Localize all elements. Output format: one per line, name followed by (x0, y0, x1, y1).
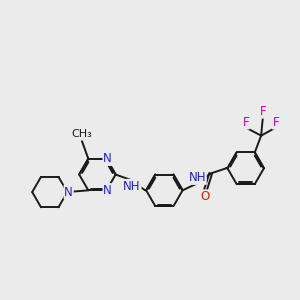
Text: NH: NH (189, 171, 206, 184)
Text: F: F (260, 105, 266, 118)
Text: O: O (201, 190, 210, 203)
Text: CH₃: CH₃ (72, 128, 92, 139)
Text: N: N (64, 186, 73, 199)
Text: NH: NH (123, 180, 141, 193)
Text: F: F (272, 116, 279, 129)
Text: F: F (242, 116, 249, 129)
Text: N: N (103, 152, 112, 165)
Text: N: N (103, 184, 112, 197)
